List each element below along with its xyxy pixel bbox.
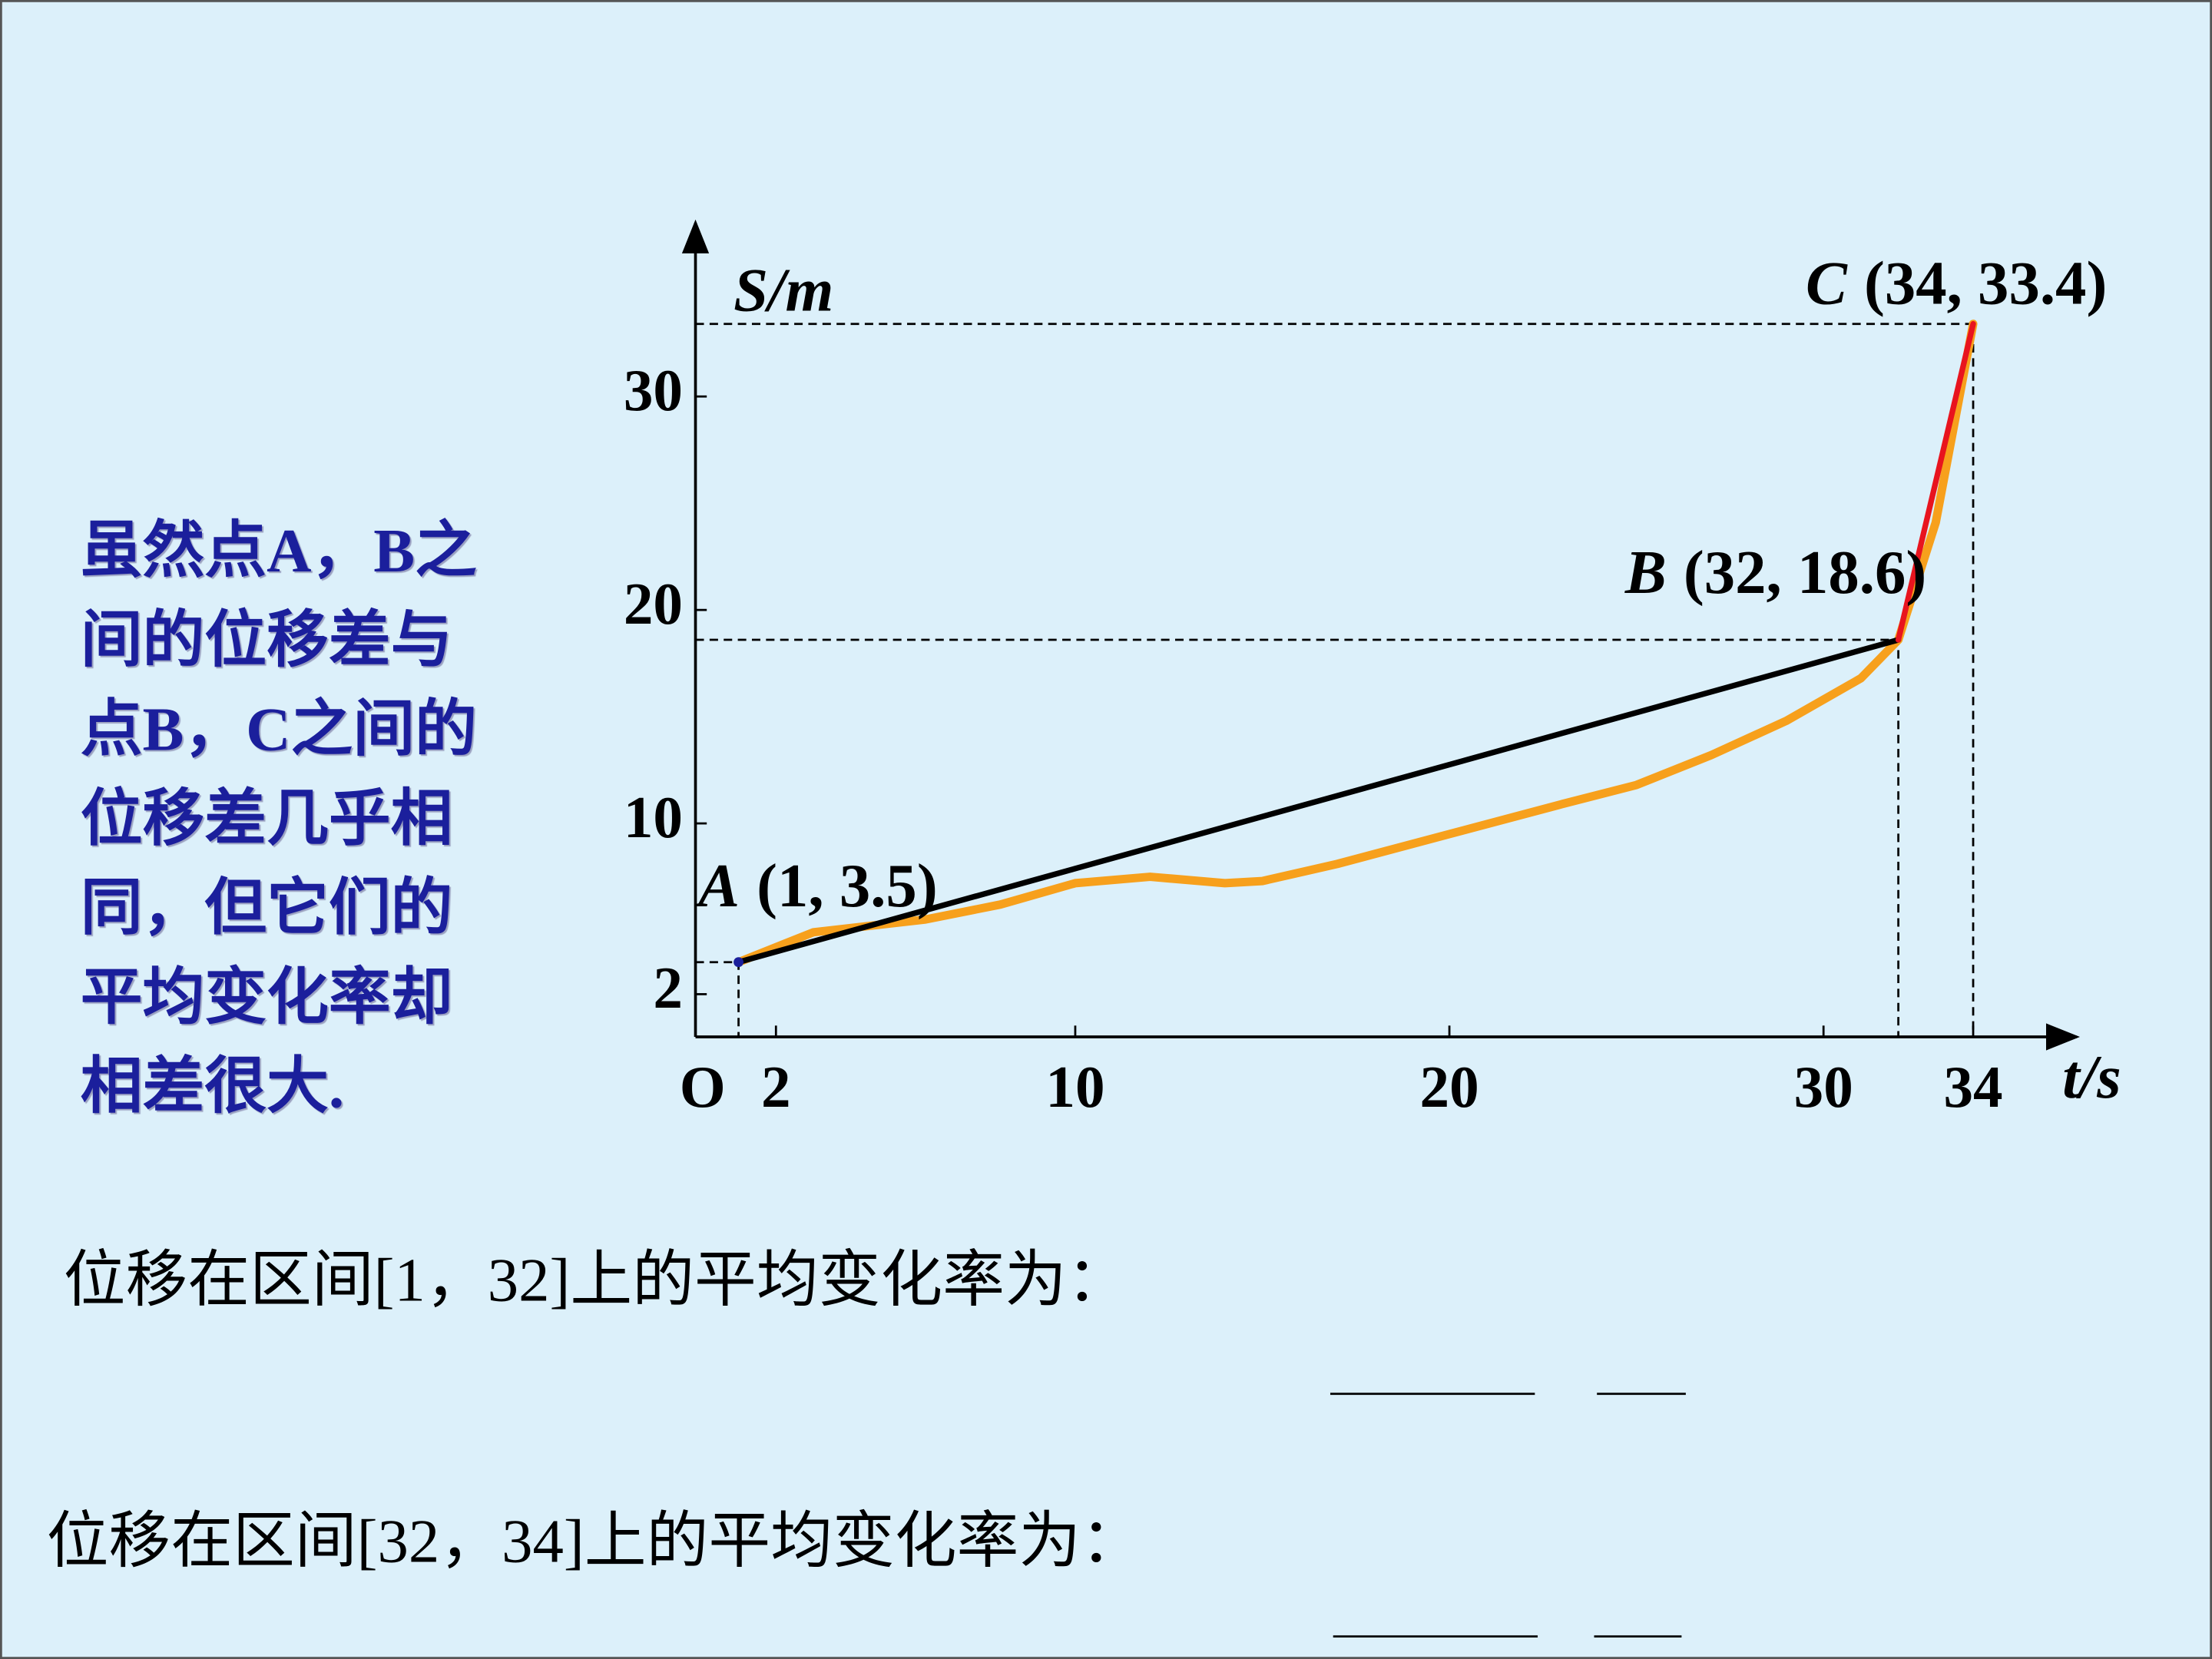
point-coords: (34, 33.4) <box>1864 249 2107 317</box>
sidebar-line: 位移差几乎相 <box>81 785 453 853</box>
point-coords: (1, 3.5) <box>757 851 938 919</box>
point-label: A (1, 3.5) <box>694 851 938 919</box>
sidebar-line: 点B，C之间的 <box>81 696 477 764</box>
y-axis-label: S/m <box>733 256 833 324</box>
sidebar-line: 平均变化率却 <box>81 963 453 1031</box>
point-label: C (34, 33.4) <box>1806 249 2107 317</box>
y-tick-label: 10 <box>624 784 683 850</box>
sidebar-line: 相差很大. <box>81 1053 344 1121</box>
question: 位移在区间[1，32]上的平均变化率为： <box>64 1247 1129 1315</box>
sidebar-line: 同，但它们的 <box>81 874 453 942</box>
point-label: B (32, 18.6) <box>1624 538 1926 607</box>
y-tick-label: 20 <box>624 571 683 637</box>
sidebar-line: 虽然点A，B之 <box>81 517 477 585</box>
point-letter: A <box>694 851 740 919</box>
x-tick-label: 34 <box>1943 1054 2002 1120</box>
point-letter: B <box>1624 538 1667 607</box>
data-line <box>734 320 1978 967</box>
data-line <box>735 637 1902 965</box>
y-tick-label: 30 <box>624 357 683 423</box>
x-axis-label: t/s <box>2062 1043 2121 1111</box>
x-tick-label: 20 <box>1420 1054 1479 1120</box>
data-line <box>1895 321 1976 643</box>
origin-label: O <box>680 1054 726 1120</box>
point-letter: C <box>1806 249 1848 317</box>
point-marker <box>733 957 743 968</box>
sidebar-line: 间的位移差与 <box>81 606 453 674</box>
x-tick-label: 30 <box>1794 1054 1853 1120</box>
y-tick-label: 2 <box>653 955 683 1021</box>
x-tick-label: 2 <box>761 1054 791 1120</box>
point-coords: (32, 18.6) <box>1684 538 1926 607</box>
question: 位移在区间[32，34]上的平均变化率为： <box>47 1507 1143 1575</box>
x-tick-label: 10 <box>1045 1054 1104 1120</box>
